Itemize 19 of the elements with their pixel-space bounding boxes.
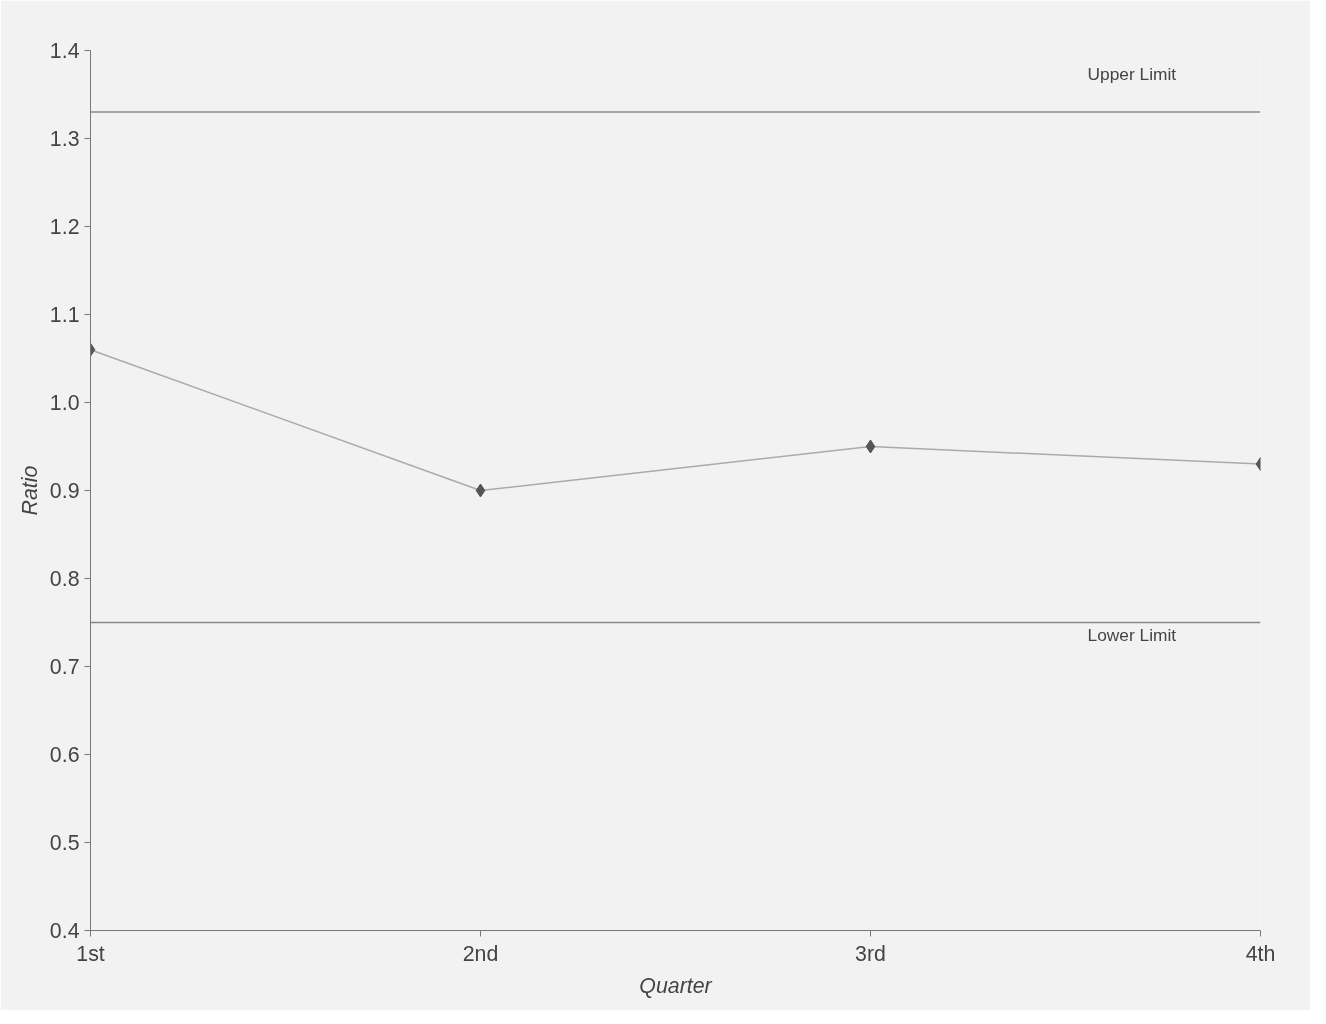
y-tick-label: 1.3: [49, 127, 80, 151]
x-tick-label: 3rd: [855, 941, 886, 966]
x-tick-label: 2nd: [462, 941, 499, 966]
y-tick-label: 1.1: [49, 303, 80, 327]
x-tick-label: 1st: [76, 941, 105, 966]
y-tick-label: 0.9: [49, 479, 80, 503]
y-tick-label: 1.0: [49, 391, 80, 415]
ref-line-label: Upper Limit: [1087, 64, 1177, 85]
y-tick-label: 0.6: [49, 743, 80, 767]
y-tick-label: 0.8: [49, 567, 80, 591]
x-axis-title: Quarter: [639, 973, 713, 998]
ref-line-label: Lower Limit: [1087, 624, 1177, 645]
y-tick-label: 1.4: [49, 39, 80, 63]
y-tick-label: 0.5: [49, 831, 80, 855]
x-tick-label: 4th: [1245, 941, 1276, 966]
y-tick-label: 1.2: [49, 215, 80, 239]
y-axis-title: Ratio: [17, 465, 42, 516]
y-tick-label: 0.7: [49, 655, 80, 679]
y-tick-label: 0.4: [49, 919, 80, 943]
